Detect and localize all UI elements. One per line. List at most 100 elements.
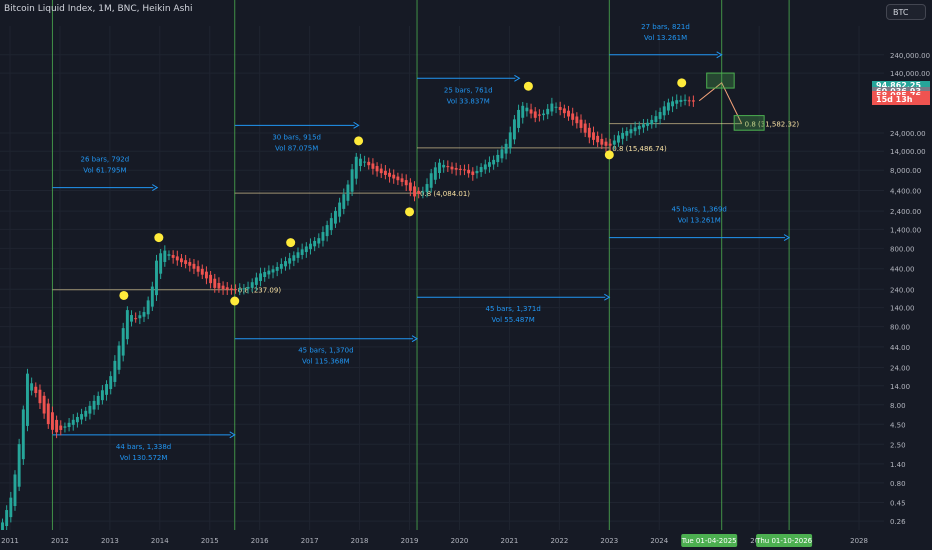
candle [46,403,50,425]
candle [146,300,150,315]
candle [171,255,175,258]
candle [375,166,379,172]
candle [400,178,404,182]
candle [691,100,695,102]
cycle-marker [604,150,614,160]
candle [425,184,429,192]
cycle-lines [51,0,790,530]
projection-box-low [733,115,765,131]
y-tick-label: 14.00 [890,383,910,391]
candle [592,132,595,140]
candle [454,167,458,170]
range-vol-label: Vol 13.261M [678,217,721,225]
candle [529,109,533,114]
x-tick-label: 2012 [51,537,69,545]
range-bars-label: 26 bars, 792d [81,156,130,164]
candle [379,168,383,174]
candle [608,143,612,146]
candle [671,101,675,107]
fib-label: 0.8 (4,084.01) [420,190,470,198]
candle [537,114,541,116]
candle [433,167,437,180]
candle [92,400,96,410]
range-vol-label: Vol 13.261M [644,34,687,42]
range-arrow-head [514,74,521,82]
candle [587,127,591,138]
x-tick-label: 2017 [301,537,319,545]
candle [117,345,121,370]
candle [596,135,600,143]
candle [234,289,238,291]
candle [517,109,521,128]
x-date-tag [681,534,738,547]
y-tick-label: 0.80 [890,480,906,488]
candle [59,425,63,430]
y-tick-label: 800.00 [890,245,915,253]
y-tick-label: 80.00 [890,324,910,332]
cycle-marker [523,81,533,91]
x-tick-label: 2023 [600,537,618,545]
x-tick-label: 2024 [650,537,668,545]
candle [508,132,512,149]
x-tick-label: 2016 [251,537,269,545]
candle [371,163,375,169]
candle [80,414,84,420]
candle [13,474,17,507]
y-tick-label: 240,000.00 [890,52,930,60]
range-vol-label: Vol 61.795M [83,167,126,175]
candle [575,116,579,124]
range-annotations: 26 bars, 792d Vol 61.795M 44 bars, 1,338d V… [52,23,791,462]
candle [358,158,362,166]
y-tick-label: 2,400.00 [890,208,921,216]
candle [250,282,254,288]
candle [338,202,342,217]
candle [213,278,217,288]
candle [346,184,350,201]
candle [275,266,279,271]
candle [113,360,117,382]
candle [325,225,329,237]
x-tick-label: 2015 [201,537,219,545]
candle [583,123,587,133]
candle [180,258,183,263]
candle [279,264,283,269]
candle [67,422,71,428]
candle [562,108,566,114]
x-tick-label: 2021 [501,537,519,545]
candle [217,283,221,289]
range-vol-label: Vol 55.487M [492,316,535,324]
candle [284,261,287,267]
candle [271,269,275,273]
candle [512,119,516,140]
candle [5,510,9,527]
candle [471,171,475,175]
cycle-marker [119,290,129,300]
candle [475,170,479,174]
candle [200,268,204,275]
range-arrow-head [604,293,611,301]
y-tick-label: 8.00 [890,402,906,410]
candle [658,112,662,119]
candle [21,409,25,460]
candle [196,266,200,272]
candle [421,191,425,193]
candle [84,410,88,417]
candle [363,161,367,163]
candle [446,166,450,168]
fib-label: 0.8 (237.09) [238,287,282,295]
y-tick-label: 24.00 [890,364,910,372]
candle [429,173,433,188]
candle [26,373,29,426]
candle [571,113,575,120]
symbol-button[interactable]: BTC [886,4,926,20]
candle [617,135,620,143]
range-arrow-head [152,184,159,192]
range-arrow-head [783,234,791,242]
candle [525,107,529,112]
candle [641,124,645,128]
candle [413,186,416,197]
x-axis[interactable]: 2011 2012 2013 2014 2015 2016 2017 2018 2019 2020… [0,530,884,550]
candle [175,256,179,261]
candle [96,395,100,405]
